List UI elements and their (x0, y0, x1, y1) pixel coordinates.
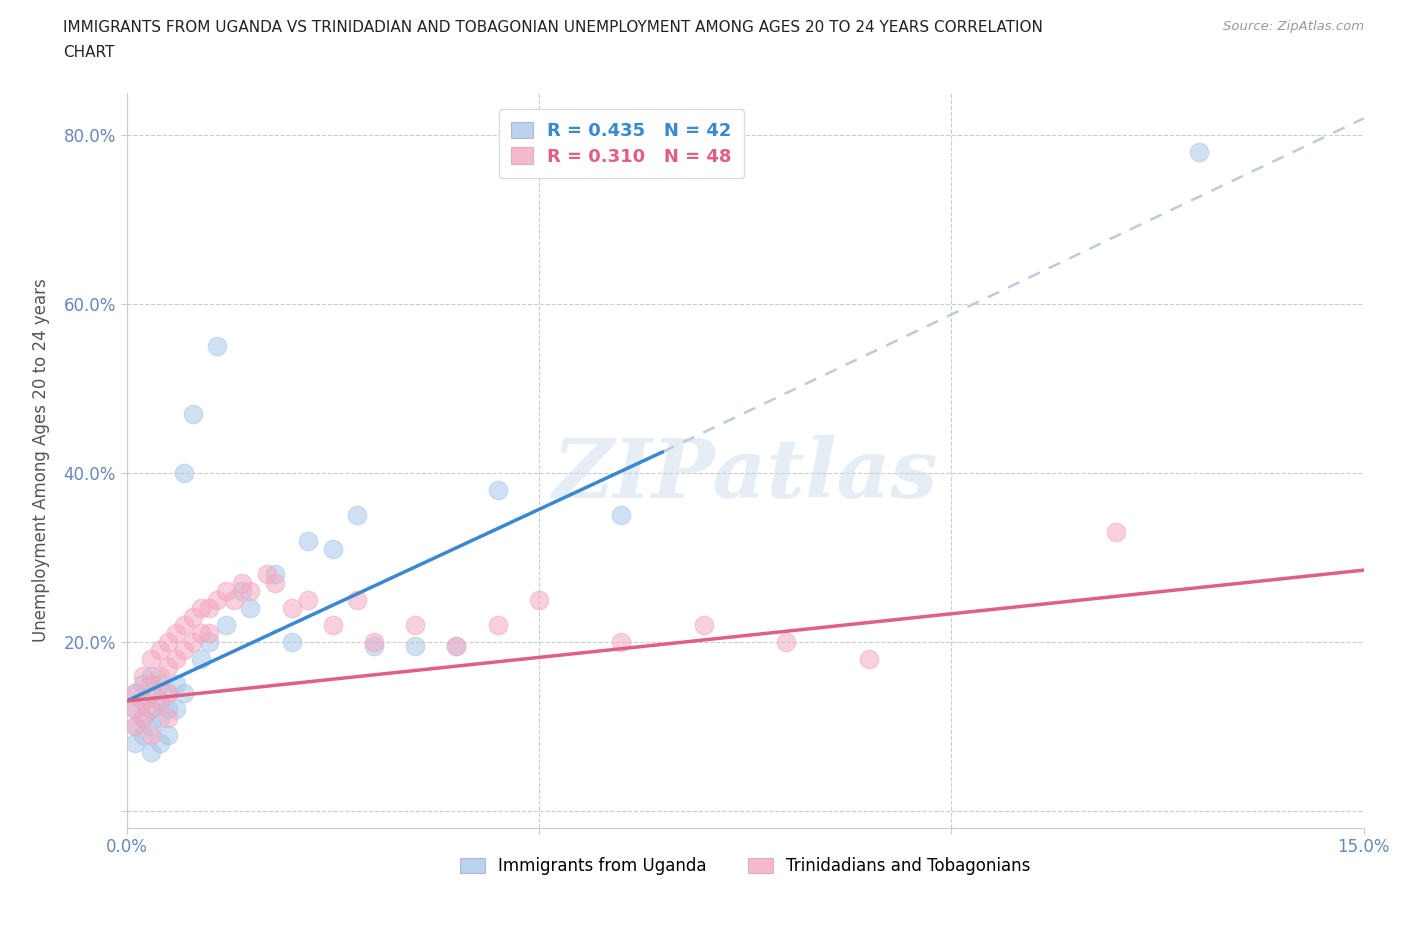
Point (124, 685, 146, 700)
Point (231, 576, 253, 591)
Point (446, 639, 468, 654)
Point (124, 719, 146, 734)
Point (132, 711, 155, 725)
Point (148, 711, 170, 725)
Point (148, 643, 170, 658)
Point (363, 634, 385, 649)
Point (207, 339, 229, 353)
Text: CHART: CHART (63, 45, 115, 60)
Point (214, 618, 236, 632)
Point (404, 639, 426, 654)
Point (132, 694, 155, 709)
Point (775, 634, 797, 649)
Y-axis label: Unemployment Among Ages 20 to 24 years: Unemployment Among Ages 20 to 24 years (32, 278, 49, 643)
Point (148, 694, 170, 709)
Point (141, 669, 163, 684)
Point (173, 643, 195, 658)
Point (190, 651, 212, 666)
Point (141, 744, 163, 759)
Point (264, 567, 287, 582)
Point (346, 508, 368, 523)
Point (132, 727, 155, 742)
Point (256, 567, 278, 582)
Point (190, 626, 212, 641)
Point (124, 719, 146, 734)
Point (165, 651, 187, 666)
Point (132, 711, 155, 725)
Point (124, 702, 146, 717)
Point (297, 533, 319, 548)
Point (239, 601, 262, 616)
Point (124, 702, 146, 717)
Point (297, 592, 319, 607)
Point (132, 694, 155, 709)
Point (165, 626, 187, 641)
Point (207, 592, 229, 607)
Point (148, 677, 170, 692)
Point (141, 702, 163, 717)
Point (156, 727, 179, 742)
Point (181, 634, 204, 649)
Point (239, 584, 262, 599)
Point (156, 685, 179, 700)
Point (527, 592, 550, 607)
Point (198, 601, 221, 616)
Point (1105, 525, 1128, 539)
Point (322, 618, 344, 632)
Point (181, 609, 204, 624)
Point (141, 651, 163, 666)
Point (156, 685, 179, 700)
Point (322, 541, 344, 556)
Point (693, 618, 716, 632)
Point (148, 736, 170, 751)
Point (264, 576, 287, 591)
Point (141, 702, 163, 717)
Point (156, 634, 179, 649)
Point (132, 669, 155, 684)
Point (280, 634, 302, 649)
Point (173, 685, 195, 700)
Point (165, 702, 187, 717)
Point (214, 584, 236, 599)
Point (1188, 145, 1211, 160)
Point (858, 651, 880, 666)
Point (610, 634, 633, 649)
Point (280, 601, 302, 616)
Point (156, 711, 179, 725)
Point (190, 601, 212, 616)
Point (156, 659, 179, 674)
Point (610, 508, 633, 523)
Point (132, 677, 155, 692)
Point (141, 685, 163, 700)
Point (231, 584, 253, 599)
Point (173, 466, 195, 481)
Point (486, 483, 509, 498)
Point (148, 694, 170, 709)
Point (173, 618, 195, 632)
Point (404, 618, 426, 632)
Point (165, 677, 187, 692)
Point (486, 618, 509, 632)
Point (363, 639, 385, 654)
Legend: Immigrants from Uganda, Trinidadians and Tobagonians: Immigrants from Uganda, Trinidadians and… (453, 850, 1038, 882)
Point (198, 634, 221, 649)
Point (141, 727, 163, 742)
Text: Source: ZipAtlas.com: Source: ZipAtlas.com (1223, 20, 1364, 33)
Point (148, 669, 170, 684)
Text: ZIPatlas: ZIPatlas (553, 435, 938, 515)
Point (156, 702, 179, 717)
Point (141, 719, 163, 734)
Point (141, 677, 163, 692)
Point (346, 592, 368, 607)
Point (198, 626, 221, 641)
Text: IMMIGRANTS FROM UGANDA VS TRINIDADIAN AND TOBAGONIAN UNEMPLOYMENT AMONG AGES 20 : IMMIGRANTS FROM UGANDA VS TRINIDADIAN AN… (63, 20, 1043, 35)
Point (124, 736, 146, 751)
Point (181, 406, 204, 421)
Point (446, 639, 468, 654)
Point (222, 592, 245, 607)
Point (124, 685, 146, 700)
